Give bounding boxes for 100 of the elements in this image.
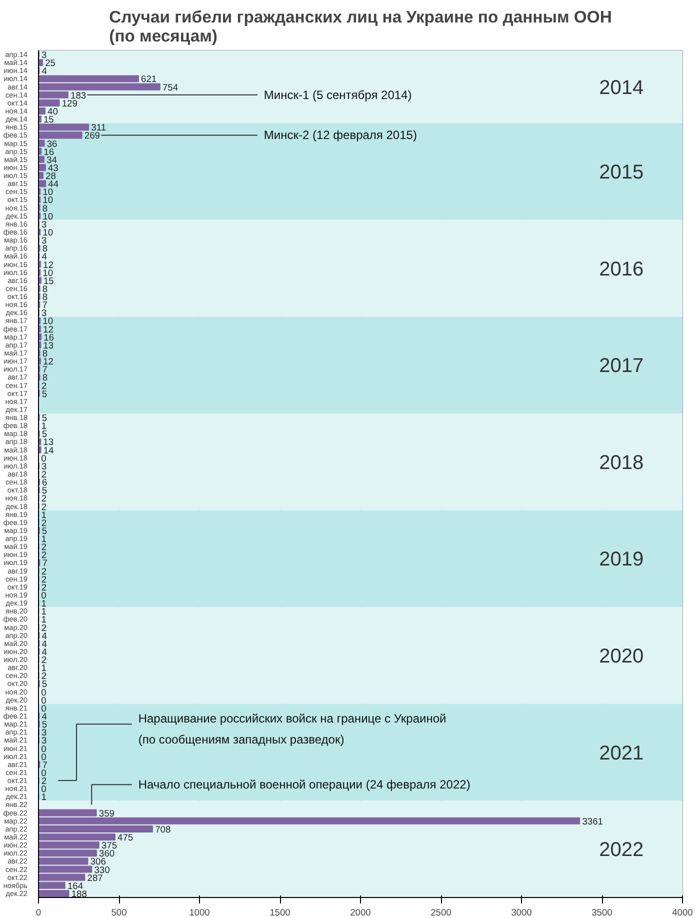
data-label: 1 <box>41 792 46 802</box>
data-label: 0 <box>41 590 46 600</box>
band-label: 2015 <box>599 162 644 184</box>
data-label: 2 <box>41 542 47 552</box>
data-label: 4 <box>42 252 47 262</box>
data-label: 5 <box>42 526 48 536</box>
data-label: 2 <box>41 566 47 576</box>
data-label: 2 <box>41 574 47 584</box>
data-label: 16 <box>44 146 54 157</box>
data-label: 708 <box>155 824 171 834</box>
data-label: 359 <box>98 808 114 818</box>
data-label: 287 <box>87 872 103 883</box>
data-label: 8 <box>42 292 48 302</box>
data-label: 4 <box>42 646 47 657</box>
data-label: 3 <box>42 461 47 472</box>
data-label: 0 <box>41 687 46 698</box>
data-label: 13 <box>43 340 54 350</box>
data-label: 43 <box>48 162 58 173</box>
x-tick-label: 500 <box>111 908 127 918</box>
data-label: 754 <box>162 82 178 92</box>
data-label: 28 <box>46 171 56 182</box>
data-label: 4 <box>42 638 47 649</box>
data-label: 3361 <box>582 816 603 826</box>
data-label: 3 <box>42 308 47 318</box>
data-label: 2 <box>41 380 47 391</box>
data-label: 3 <box>42 236 47 246</box>
annotation: Начало специальной военной операции (24 февраля 2022) <box>138 778 470 792</box>
data-label: 164 <box>67 880 84 891</box>
data-label: 3 <box>42 219 47 230</box>
data-label: 1 <box>41 663 46 674</box>
data-label: 269 <box>84 130 100 141</box>
data-label: 4 <box>42 66 47 76</box>
data-label: 2 <box>41 518 47 528</box>
data-label: 188 <box>71 888 87 899</box>
data-label: 2 <box>41 622 47 633</box>
data-label: 3 <box>42 50 47 60</box>
data-label: 4 <box>42 712 47 722</box>
data-label: 2 <box>41 494 47 504</box>
data-label: 6 <box>42 478 48 488</box>
data-label: 5 <box>42 413 48 424</box>
x-tick-label: 2000 <box>350 908 371 918</box>
data-label: 5 <box>42 388 48 399</box>
data-label: 2 <box>41 550 47 560</box>
x-tick-label: 1000 <box>189 908 210 918</box>
data-label: 7 <box>42 364 48 375</box>
data-label: 330 <box>94 864 110 875</box>
data-label: 2 <box>41 502 47 512</box>
data-label: 12 <box>43 260 54 270</box>
band-label: 2014 <box>599 76 644 99</box>
data-label: 12 <box>43 356 54 367</box>
x-tick-label: 3000 <box>511 908 532 918</box>
data-label: 0 <box>41 744 46 754</box>
data-label: 44 <box>48 179 59 190</box>
x-tick-label: 0 <box>36 908 42 918</box>
data-label: 2 <box>41 655 47 666</box>
data-label: 0 <box>41 703 46 714</box>
x-tick-label: 3500 <box>592 908 612 918</box>
band-label: 2018 <box>599 452 644 474</box>
data-label: 0 <box>41 784 46 794</box>
band-label: 2021 <box>599 742 644 764</box>
data-label: 7 <box>42 558 48 568</box>
data-label: 25 <box>45 58 56 68</box>
band-label: 2020 <box>599 646 644 668</box>
data-label: 8 <box>42 244 48 254</box>
data-label: 12 <box>43 324 54 334</box>
data-label: 8 <box>42 348 48 358</box>
data-label: 15 <box>43 114 54 125</box>
data-label: 306 <box>90 856 106 867</box>
data-label: 10 <box>42 228 54 238</box>
annotation: Минск-1 (5 сентября 2014) <box>264 88 412 102</box>
data-label: 0 <box>41 453 46 464</box>
data-label: 0 <box>41 768 46 778</box>
chart-title: Случаи гибели гражданских лиц на Украине по данным ООН (по месяцам) <box>109 8 612 46</box>
data-label: 183 <box>70 90 86 100</box>
x-tick-label: 2500 <box>430 908 452 918</box>
data-label: 2 <box>41 470 47 480</box>
data-label: 14 <box>43 445 54 456</box>
data-label: 1 <box>41 510 46 520</box>
band-label: 2019 <box>599 548 644 571</box>
data-label: 5 <box>42 429 48 440</box>
data-label: 10 <box>42 195 54 206</box>
data-label: 16 <box>44 332 54 342</box>
data-label: 621 <box>141 74 157 84</box>
data-label: 7 <box>42 760 48 770</box>
data-label: 1 <box>41 606 46 617</box>
data-label: 2 <box>41 671 47 682</box>
data-label: 375 <box>101 840 118 851</box>
data-label: 5 <box>42 679 48 690</box>
data-label: 0 <box>41 695 46 706</box>
data-label: 1 <box>41 421 46 432</box>
band-label: 2022 <box>599 839 644 862</box>
data-label: 8 <box>42 372 48 383</box>
data-label: 475 <box>118 832 134 842</box>
data-label: 7 <box>42 300 48 310</box>
data-label: 5 <box>42 486 48 496</box>
data-label: 2 <box>41 776 47 786</box>
data-label: 5 <box>42 720 48 730</box>
data-label: 360 <box>99 848 115 859</box>
data-label: 2 <box>41 582 47 592</box>
data-label: 40 <box>48 106 58 116</box>
